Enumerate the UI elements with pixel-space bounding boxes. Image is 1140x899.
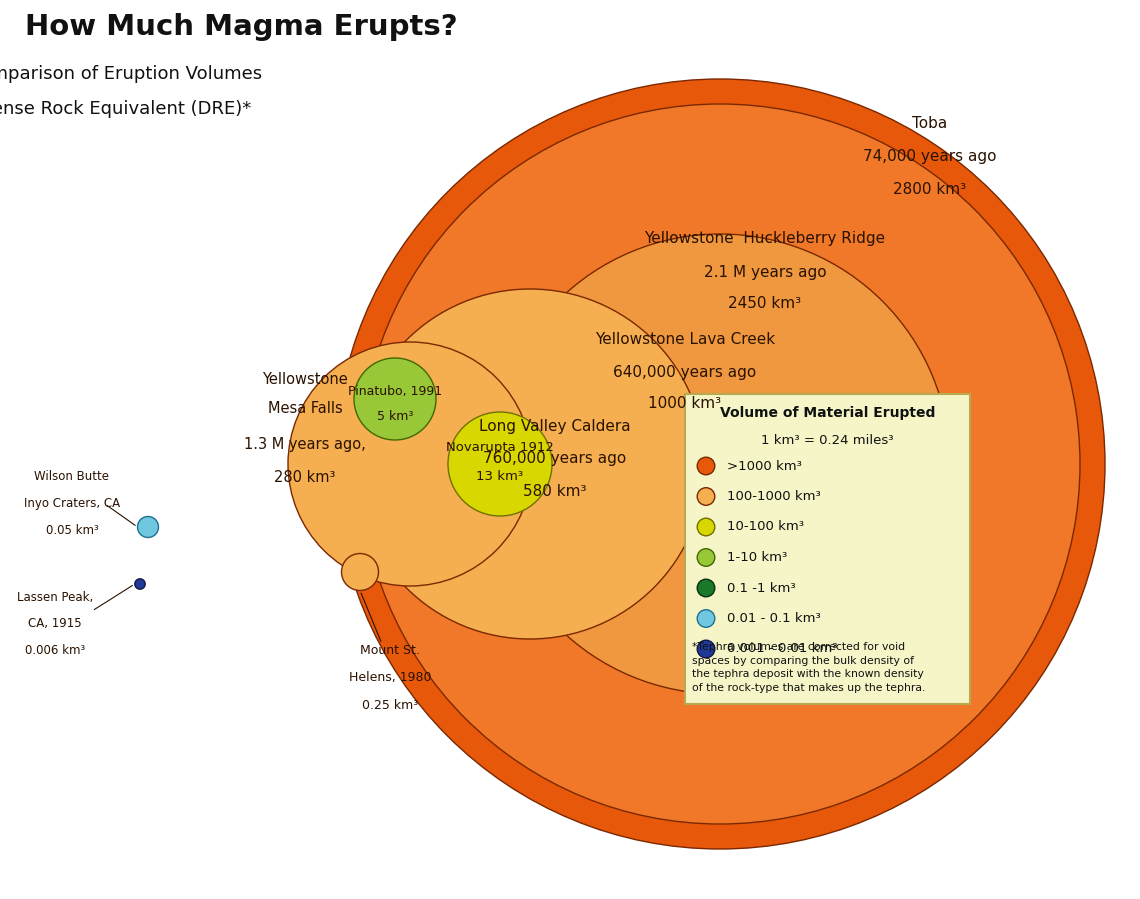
Circle shape	[360, 104, 1080, 824]
Text: Lassen Peak,: Lassen Peak,	[17, 591, 93, 603]
Text: Dense Rock Equivalent (DRE)*: Dense Rock Equivalent (DRE)*	[0, 100, 252, 118]
Text: 100-1000 km³: 100-1000 km³	[727, 490, 821, 503]
Circle shape	[698, 518, 715, 536]
Text: Long Valley Caldera: Long Valley Caldera	[479, 420, 630, 434]
Circle shape	[342, 554, 378, 591]
Circle shape	[288, 342, 532, 586]
Text: 0.001 - 0.01 km³: 0.001 - 0.01 km³	[727, 643, 838, 655]
Text: Yellowstone: Yellowstone	[262, 371, 348, 387]
Text: 13 km³: 13 km³	[477, 470, 523, 484]
Circle shape	[335, 79, 1105, 849]
Text: 74,000 years ago: 74,000 years ago	[863, 149, 996, 165]
Text: 760,000 years ago: 760,000 years ago	[483, 451, 627, 467]
Circle shape	[355, 289, 705, 639]
Text: 1-10 km³: 1-10 km³	[727, 551, 788, 564]
Text: 1 km³ = 0.24 miles³: 1 km³ = 0.24 miles³	[762, 434, 894, 447]
Circle shape	[698, 579, 715, 597]
Text: 10-100 km³: 10-100 km³	[727, 521, 804, 533]
Circle shape	[698, 610, 715, 628]
Circle shape	[698, 487, 715, 505]
FancyBboxPatch shape	[685, 394, 970, 704]
Text: 2.1 M years ago: 2.1 M years ago	[703, 264, 826, 280]
Text: Toba: Toba	[912, 117, 947, 131]
Text: Novarupta 1912: Novarupta 1912	[446, 441, 554, 453]
Text: Mount St.: Mount St.	[360, 644, 420, 657]
Text: Comparison of Eruption Volumes: Comparison of Eruption Volumes	[0, 65, 262, 83]
Text: 0.01 - 0.1 km³: 0.01 - 0.1 km³	[727, 612, 821, 625]
Text: 2450 km³: 2450 km³	[728, 297, 801, 311]
Circle shape	[355, 358, 435, 440]
Text: Helens, 1980: Helens, 1980	[349, 671, 431, 684]
Text: *Tephra volumes are corrected for void
spaces by comparing the bulk density of
t: *Tephra volumes are corrected for void s…	[692, 642, 926, 693]
Text: Volume of Material Erupted: Volume of Material Erupted	[719, 406, 935, 420]
Text: 0.006 km³: 0.006 km³	[25, 645, 86, 657]
Text: Mesa Falls: Mesa Falls	[268, 402, 342, 416]
Circle shape	[490, 234, 950, 694]
Text: 580 km³: 580 km³	[523, 484, 587, 499]
Text: How Much Magma Erupts?: How Much Magma Erupts?	[25, 13, 457, 41]
Text: 1000 km³: 1000 km³	[649, 396, 722, 412]
Circle shape	[448, 412, 552, 516]
Text: 280 km³: 280 km³	[275, 469, 335, 485]
Text: 1.3 M years ago,: 1.3 M years ago,	[244, 437, 366, 451]
Text: Yellowstone  Huckleberry Ridge: Yellowstone Huckleberry Ridge	[644, 232, 886, 246]
Circle shape	[698, 458, 715, 475]
Text: Pinatubo, 1991: Pinatubo, 1991	[348, 385, 442, 397]
Text: Yellowstone Lava Creek: Yellowstone Lava Creek	[595, 332, 775, 346]
Text: Wilson Butte: Wilson Butte	[34, 470, 109, 484]
Text: 0.1 -1 km³: 0.1 -1 km³	[727, 582, 796, 594]
Circle shape	[135, 579, 145, 589]
Circle shape	[138, 517, 158, 538]
Text: >1000 km³: >1000 km³	[727, 459, 801, 473]
Text: 5 km³: 5 km³	[377, 411, 413, 423]
Text: 0.25 km³: 0.25 km³	[361, 699, 418, 712]
Text: 2800 km³: 2800 km³	[894, 182, 967, 197]
Text: CA, 1915: CA, 1915	[28, 618, 82, 630]
Text: Inyo Craters, CA: Inyo Craters, CA	[24, 497, 120, 511]
Circle shape	[698, 640, 715, 658]
Circle shape	[698, 548, 715, 566]
Text: 0.05 km³: 0.05 km³	[46, 524, 98, 538]
Text: 640,000 years ago: 640,000 years ago	[613, 364, 757, 379]
